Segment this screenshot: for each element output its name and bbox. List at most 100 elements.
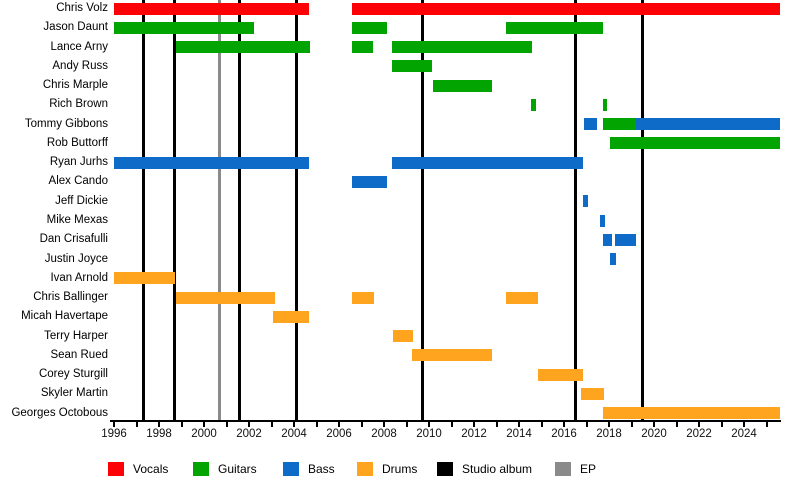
x-axis-tick <box>765 421 768 427</box>
x-axis-tick-label: 1998 <box>146 428 172 440</box>
x-axis-tick <box>608 421 610 427</box>
legend-label: Drums <box>382 462 418 476</box>
x-axis-tick-label: 2012 <box>461 428 487 440</box>
legend-swatch <box>357 462 373 476</box>
x-axis-tick-label: 2024 <box>731 428 757 440</box>
timeline-bar-bass <box>114 156 310 169</box>
x-axis-tick-label: 2020 <box>641 428 667 440</box>
timeline-bar-guitars <box>392 41 533 53</box>
timeline-plot-area: Chris Volz Jason Daunt Lance Arny Andy Russ… <box>11 0 781 440</box>
timeline-bar-guitars <box>530 98 537 111</box>
timeline-bar-bass <box>352 175 387 188</box>
timeline-bar-drums <box>602 407 780 420</box>
member-label: Mike Mexas <box>46 214 108 226</box>
x-axis-tick <box>405 421 408 427</box>
legend-item-drums: Drums <box>357 460 417 478</box>
timeline-bar-drums <box>352 291 375 304</box>
x-axis-tick <box>720 421 723 427</box>
x-axis-tick <box>585 421 588 427</box>
x-axis-tick <box>675 421 678 427</box>
member-label: Jason Daunt <box>43 21 108 34</box>
legend-label: Vocals <box>133 462 169 476</box>
timeline-bar-guitars <box>392 60 432 73</box>
timeline-bar-vocals <box>114 2 310 15</box>
x-axis-tick-label: 2000 <box>191 428 217 440</box>
timeline-bar-guitars <box>602 118 636 131</box>
timeline-bar-drums <box>506 291 538 304</box>
timeline-bar-drums <box>176 291 276 304</box>
x-axis-tick <box>428 421 430 427</box>
timeline-bar-guitars <box>176 41 310 53</box>
legend-item-bass: Bass <box>283 460 335 478</box>
member-label: Tommy Gibbons <box>24 117 108 130</box>
x-axis-tick <box>135 421 138 427</box>
member-label: Skyler Martin <box>40 387 108 400</box>
legend-item-vocals: Vocals <box>108 460 168 478</box>
member-label: Chris Volz <box>56 2 108 14</box>
x-axis-tick <box>293 421 295 427</box>
studio-album-line <box>574 0 578 420</box>
x-axis-tick <box>113 421 115 427</box>
member-label: Rich Brown <box>49 98 108 111</box>
studio-album-line <box>421 0 425 420</box>
x-axis-tick <box>338 421 340 427</box>
timeline-bar-bass <box>636 118 780 131</box>
timeline-bar-drums <box>411 349 492 362</box>
member-label: Micah Havertape <box>21 310 108 323</box>
x-axis-tick <box>473 421 475 427</box>
timeline-bar-bass <box>609 253 616 265</box>
timeline-bar-bass <box>602 233 612 246</box>
timeline-bar-guitars <box>114 21 254 34</box>
timeline-bar-drums <box>114 272 175 285</box>
timeline-bar-bass <box>615 233 636 246</box>
member-label: Jeff Dickie <box>55 194 108 207</box>
legend-label: EP <box>580 462 597 476</box>
member-label: Ivan Arnold <box>50 271 108 284</box>
timeline-bar-bass <box>392 156 583 169</box>
x-axis-tick <box>180 421 183 427</box>
studio-album-line <box>142 0 146 420</box>
member-label: Lance Arny <box>50 40 108 53</box>
member-label: Andy Russ <box>52 59 108 72</box>
timeline-bar-guitars <box>609 137 780 150</box>
x-axis-tick <box>540 421 543 427</box>
x-axis-tick <box>450 421 453 427</box>
x-axis-tick <box>203 421 205 427</box>
member-label: Justin Joyce <box>44 252 108 265</box>
x-axis-tick <box>315 421 318 427</box>
timeline-bar-bass <box>582 195 589 208</box>
x-axis-tick-label: 2010 <box>416 428 442 440</box>
studio-album-line <box>295 0 299 420</box>
x-axis-tick-label: 1996 <box>101 428 127 440</box>
x-axis-tick <box>360 421 363 427</box>
legend-label: Studio album <box>462 462 533 476</box>
timeline-bar-guitars <box>506 21 603 34</box>
x-axis-tick-label: 2014 <box>506 428 532 440</box>
x-axis-tick <box>270 421 273 427</box>
timeline-bar-vocals <box>352 2 780 15</box>
x-axis-tick-label: 2022 <box>686 428 712 440</box>
x-axis-tick <box>630 421 633 427</box>
timeline-bar-guitars <box>352 41 373 53</box>
x-axis-line <box>110 420 781 422</box>
timeline-bar-drums <box>581 387 604 400</box>
timeline-bar-guitars <box>602 98 608 111</box>
timeline-bar-drums <box>273 310 310 323</box>
x-axis-tick <box>248 421 250 427</box>
studio-album-line <box>172 0 176 420</box>
legend: Vocals Guitars Bass Drums Studio album EP <box>0 460 800 490</box>
legend-swatch <box>437 462 453 476</box>
legend-swatch <box>555 462 571 476</box>
x-axis-tick-label: 2002 <box>236 428 262 440</box>
member-label: Corey Sturgill <box>38 368 108 381</box>
x-axis-tick-label: 2008 <box>371 428 397 440</box>
ep-line <box>217 0 221 420</box>
legend-swatch <box>193 462 209 476</box>
member-label: Georges Octobous <box>11 406 108 419</box>
timeline-bar-guitars <box>352 21 387 34</box>
x-axis-tick <box>383 421 385 427</box>
member-label: Chris Marple <box>42 79 108 92</box>
legend-item-guitars: Guitars <box>193 460 257 478</box>
x-axis-tick-label: 2006 <box>326 428 352 440</box>
